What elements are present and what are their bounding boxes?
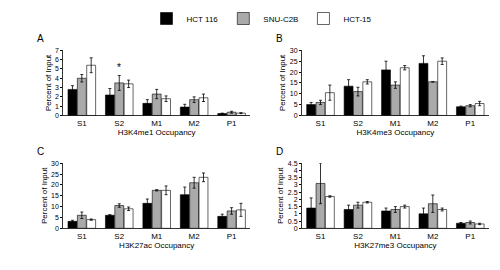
svg-text:D: D	[276, 146, 283, 157]
svg-text:5: 5	[294, 101, 298, 108]
svg-text:P1: P1	[465, 232, 475, 241]
svg-text:4.5: 4.5	[288, 160, 298, 167]
svg-text:C: C	[37, 146, 44, 157]
svg-text:5: 5	[55, 65, 59, 72]
svg-text:H3K27ac Occupancy: H3K27ac Occupancy	[119, 241, 194, 250]
svg-text:15: 15	[51, 192, 59, 199]
svg-text:1: 1	[294, 210, 298, 217]
svg-text:P1: P1	[227, 119, 237, 128]
svg-text:S2: S2	[353, 232, 363, 241]
svg-text:20: 20	[290, 69, 298, 76]
svg-text:30: 30	[51, 160, 59, 167]
svg-text:0: 0	[294, 112, 298, 119]
svg-text:0: 0	[294, 225, 298, 232]
svg-text:S1: S1	[316, 119, 326, 128]
svg-text:H3K4me3 Occupancy: H3K4me3 Occupancy	[356, 128, 434, 137]
svg-text:1.5: 1.5	[288, 203, 298, 210]
svg-text:S1: S1	[77, 232, 87, 241]
svg-text:M1: M1	[390, 232, 402, 241]
svg-text:0: 0	[55, 112, 59, 119]
svg-text:M2: M2	[427, 232, 439, 241]
svg-text:10: 10	[51, 203, 59, 210]
svg-text:*: *	[117, 62, 121, 73]
svg-text:M2: M2	[427, 119, 439, 128]
svg-text:B: B	[276, 33, 283, 44]
svg-text:P1: P1	[465, 119, 475, 128]
svg-text:SNU-C2B: SNU-C2B	[263, 15, 298, 24]
svg-text:20: 20	[51, 181, 59, 188]
svg-text:M1: M1	[390, 119, 402, 128]
svg-text:P1: P1	[227, 232, 237, 241]
svg-text:4: 4	[294, 167, 298, 174]
svg-text:15: 15	[290, 79, 298, 86]
svg-text:M2: M2	[189, 119, 201, 128]
svg-text:1: 1	[55, 103, 59, 110]
svg-text:4: 4	[55, 75, 59, 82]
svg-text:25: 25	[290, 58, 298, 65]
svg-text:S2: S2	[114, 232, 124, 241]
svg-text:M2: M2	[189, 232, 201, 241]
svg-text:0.5: 0.5	[288, 218, 298, 225]
svg-text:Percent of Input: Percent of Input	[278, 54, 287, 111]
svg-text:Percent of Input: Percent of Input	[44, 54, 53, 111]
svg-text:H3K27me3 Occupancy: H3K27me3 Occupancy	[354, 241, 436, 250]
svg-text:3: 3	[294, 181, 298, 188]
svg-text:5: 5	[55, 214, 59, 221]
svg-text:7: 7	[55, 47, 59, 54]
svg-text:M1: M1	[151, 119, 163, 128]
svg-text:Percent of Input: Percent of Input	[40, 167, 49, 224]
svg-text:2: 2	[55, 93, 59, 100]
svg-text:3: 3	[55, 84, 59, 91]
svg-text:6: 6	[55, 56, 59, 63]
svg-text:30: 30	[290, 47, 298, 54]
svg-text:HCT 116: HCT 116	[187, 15, 219, 24]
svg-text:A: A	[37, 33, 44, 44]
svg-text:M1: M1	[151, 232, 163, 241]
svg-text:10: 10	[290, 90, 298, 97]
svg-text:3.5: 3.5	[288, 174, 298, 181]
svg-text:H3K4me1 Occupancy: H3K4me1 Occupancy	[118, 128, 196, 137]
svg-text:0: 0	[55, 225, 59, 232]
svg-text:S1: S1	[316, 232, 326, 241]
svg-text:2: 2	[294, 196, 298, 203]
svg-text:S2: S2	[353, 119, 363, 128]
svg-text:2.5: 2.5	[288, 189, 298, 196]
svg-text:S1: S1	[77, 119, 87, 128]
svg-text:Percent of Input: Percent of Input	[276, 167, 285, 224]
svg-text:S2: S2	[114, 119, 124, 128]
svg-text:HCT-15: HCT-15	[343, 15, 371, 24]
svg-text:25: 25	[51, 171, 59, 178]
